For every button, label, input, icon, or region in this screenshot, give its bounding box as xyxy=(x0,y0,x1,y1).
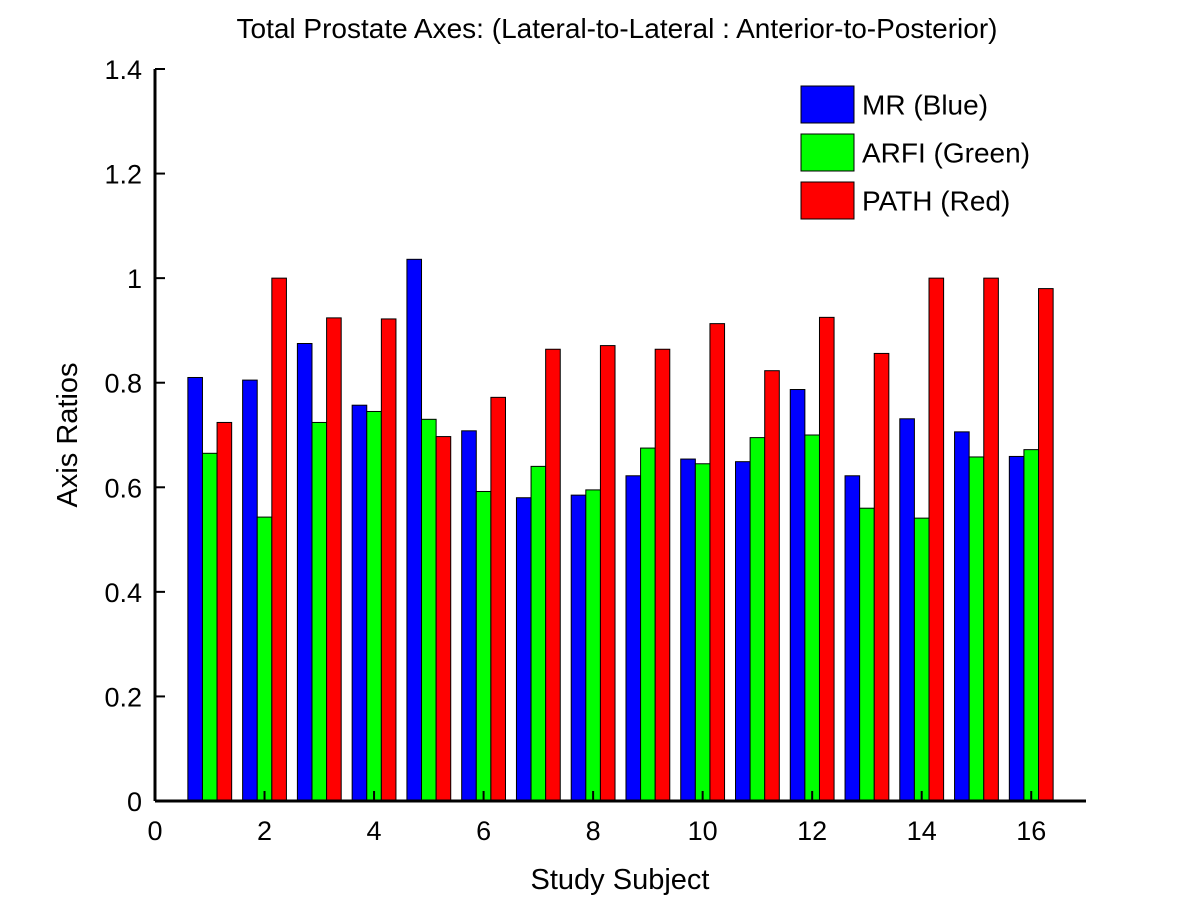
x-tick-label: 12 xyxy=(797,816,827,846)
x-axis-label: Study Subject xyxy=(531,864,710,896)
y-axis-label: Axis Ratios xyxy=(52,362,84,507)
chart-title: Total Prostate Axes: (Lateral-to-Lateral… xyxy=(237,13,998,44)
bar-series-1-subject-15 xyxy=(968,456,985,802)
bar-series-1-subject-9 xyxy=(640,447,656,802)
bar-series-0-subject-12 xyxy=(789,389,806,802)
bar-series-2-subject-1 xyxy=(216,421,233,802)
bar-series-1-subject-8 xyxy=(585,489,601,802)
y-tick-label: 0.4 xyxy=(104,578,142,608)
bar-series-1-subject-7 xyxy=(530,465,547,802)
bar-series-1-subject-2 xyxy=(256,516,273,802)
bar-series-0-subject-13 xyxy=(844,475,861,802)
bar-series-0-subject-9 xyxy=(625,475,642,802)
bar-series-1-subject-3 xyxy=(311,421,328,802)
legend-swatch-0 xyxy=(800,85,855,124)
bar-series-1-subject-12 xyxy=(804,434,820,802)
bar-series-1-subject-11 xyxy=(749,437,766,802)
bar-series-2-subject-14 xyxy=(928,277,945,802)
ticks-layer: 0 2 4 6 8 10 12 14 16 0 0.2 0.4 0.6 0.8 1 1.2 1.4 xyxy=(104,55,1046,846)
legend-label-0: MR (Blue) xyxy=(862,90,988,121)
x-tick-label: 16 xyxy=(1016,816,1046,846)
bar-series-0-subject-6 xyxy=(461,430,477,802)
bar-series-2-subject-15 xyxy=(983,277,999,802)
x-tick-label: 0 xyxy=(147,816,162,846)
bar-series-2-subject-3 xyxy=(326,317,342,802)
bar-series-0-subject-3 xyxy=(296,343,313,802)
bar-series-2-subject-7 xyxy=(545,348,561,802)
x-tick-label: 2 xyxy=(257,816,272,846)
y-tick-label: 0.2 xyxy=(104,682,142,712)
bar-series-1-subject-16 xyxy=(1023,449,1040,802)
bar-series-2-subject-11 xyxy=(764,370,780,802)
y-tick-label: 0 xyxy=(127,787,142,817)
bar-series-2-subject-9 xyxy=(654,348,671,802)
bar-series-0-subject-15 xyxy=(954,431,970,802)
legend-label-2: PATH (Red) xyxy=(862,186,1010,217)
bar-series-2-subject-4 xyxy=(380,318,397,802)
y-tick-label: 0.6 xyxy=(104,473,142,503)
bar-series-2-subject-16 xyxy=(1038,288,1054,802)
bar-series-1-subject-4 xyxy=(366,410,382,802)
bar-series-1-subject-13 xyxy=(859,507,875,802)
bar-series-2-subject-13 xyxy=(873,352,890,802)
x-tick-label: 14 xyxy=(907,816,937,846)
bar-series-0-subject-7 xyxy=(515,497,532,802)
axes-layer xyxy=(153,69,1086,803)
bar-series-2-subject-6 xyxy=(490,396,506,802)
bar-series-0-subject-8 xyxy=(570,494,587,802)
bar-series-2-subject-8 xyxy=(599,345,616,802)
y-tick-label: 1.4 xyxy=(104,55,142,85)
bar-series-2-subject-2 xyxy=(271,277,287,802)
bar-series-2-subject-10 xyxy=(709,323,726,802)
y-tick-label: 1.2 xyxy=(104,160,142,190)
bar-series-0-subject-14 xyxy=(899,418,915,802)
bars-layer xyxy=(187,258,1054,802)
x-tick-label: 8 xyxy=(586,816,601,846)
bar-series-0-subject-4 xyxy=(351,404,368,802)
legend-swatch-1 xyxy=(800,133,855,172)
bar-series-0-subject-11 xyxy=(735,461,751,802)
y-tick-label: 1 xyxy=(127,264,142,294)
bar-series-1-subject-14 xyxy=(913,517,930,802)
legend: MR (Blue) ARFI (Green) PATH (Red) xyxy=(800,85,1030,220)
bar-series-1-subject-5 xyxy=(421,418,437,802)
bar-series-2-subject-12 xyxy=(818,316,835,802)
bar-series-1-subject-6 xyxy=(475,490,492,802)
bar-series-0-subject-1 xyxy=(187,376,203,802)
bar-series-0-subject-5 xyxy=(406,258,423,802)
bar-series-0-subject-2 xyxy=(242,379,258,802)
x-tick-label: 6 xyxy=(476,816,491,846)
y-tick-label: 0.8 xyxy=(104,369,142,399)
legend-label-1: ARFI (Green) xyxy=(862,138,1030,169)
bar-series-1-subject-1 xyxy=(201,452,218,802)
x-tick-label: 10 xyxy=(688,816,718,846)
legend-swatch-2 xyxy=(800,181,855,220)
bar-series-2-subject-5 xyxy=(435,436,452,802)
bar-series-0-subject-16 xyxy=(1008,455,1025,802)
bar-series-1-subject-10 xyxy=(694,463,711,802)
bar-series-0-subject-10 xyxy=(680,458,696,802)
x-tick-label: 4 xyxy=(367,816,382,846)
